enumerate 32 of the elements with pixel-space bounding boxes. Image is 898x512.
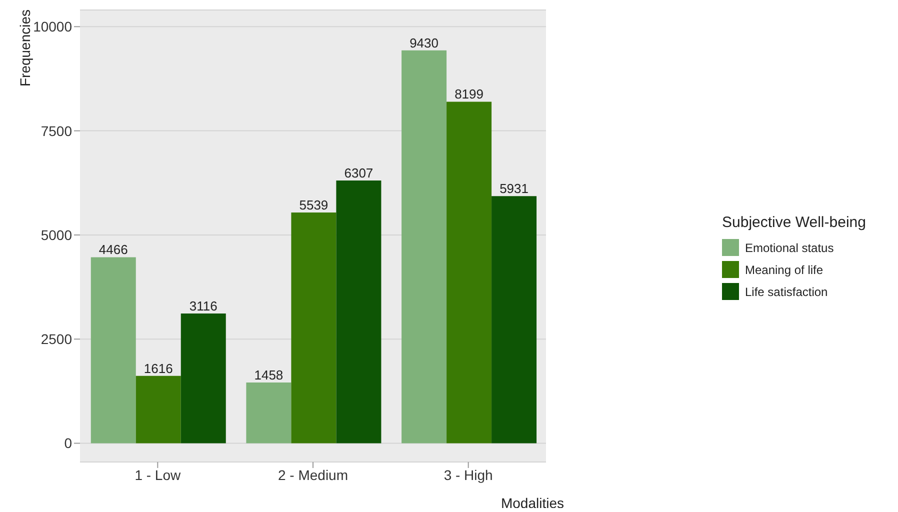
legend-label: Meaning of life xyxy=(745,262,824,276)
x-axis-title: Modalities xyxy=(500,495,564,511)
data-label: 1458 xyxy=(254,368,284,383)
bar xyxy=(291,212,336,444)
data-label: 3116 xyxy=(189,298,218,314)
data-label: 8199 xyxy=(454,86,484,102)
y-tick-label: 7500 xyxy=(40,122,72,139)
y-tick-label: 10000 xyxy=(33,18,72,35)
bar xyxy=(136,376,181,444)
bar xyxy=(180,313,226,444)
x-tick-label: 2 - Medium xyxy=(278,466,348,483)
data-label: 9430 xyxy=(410,35,438,50)
bar xyxy=(492,196,537,444)
bar xyxy=(446,102,492,444)
data-label: 1616 xyxy=(144,360,173,376)
bar xyxy=(246,382,292,444)
legend-label: Life satisfaction xyxy=(745,284,828,298)
y-tick-label: 0 xyxy=(64,435,72,452)
bar xyxy=(402,50,447,444)
x-tick-label: 1 - Low xyxy=(134,466,182,483)
bar xyxy=(336,180,382,444)
data-label: 6307 xyxy=(344,166,374,181)
y-tick-label: 2500 xyxy=(40,331,72,348)
y-axis-title: Frequencies xyxy=(17,9,33,87)
y-tick-label: 5000 xyxy=(40,226,72,243)
bar xyxy=(90,257,136,444)
legend-title: Subjective Well-being xyxy=(722,214,867,230)
data-label: 5931 xyxy=(500,181,528,196)
data-label: 5539 xyxy=(299,198,328,213)
x-tick-label: 3 - High xyxy=(444,466,493,483)
legend-label: Emotional status xyxy=(745,240,834,254)
data-label: 4466 xyxy=(98,242,128,258)
